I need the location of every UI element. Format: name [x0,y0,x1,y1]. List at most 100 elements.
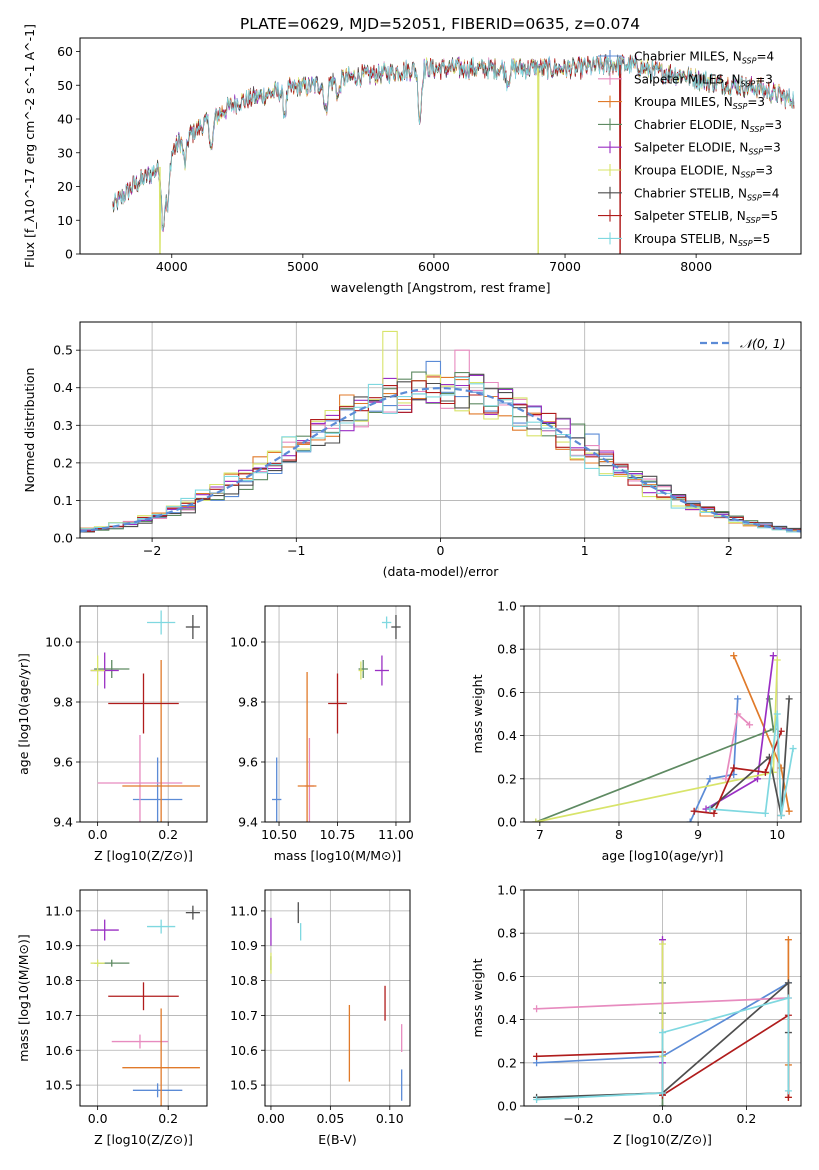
legend-item: 𝒩(0, 1) [700,336,786,351]
y-axis-label: mass weight [470,674,485,753]
legend-label: 𝒩(0, 1) [740,336,786,351]
point-chabrier-miles [132,757,183,822]
weight-marker [706,775,714,783]
weight-marker [734,695,742,703]
plot-area-spectrum [112,53,795,254]
x-axis-label: mass [log10(M/M⊙)] [274,848,402,863]
legend-sub-sub: SSP [733,102,748,111]
x-tick-label: 0.2 [736,1111,756,1126]
y-tick-label: 10.8 [45,973,73,988]
legend-item: Kroupa STELIB, NSSP=5 [598,232,770,248]
y-axis-label: mass weight [470,958,485,1037]
point-kroupa-miles [122,660,200,822]
panel-age_vs_mass: 10.50 10.75 11.00 9.4 9.6 9.8 10.0 mass [log10(… [230,605,414,863]
legend-sub-val: =5 [760,209,778,223]
x-tick-label: 0.0 [653,1111,673,1126]
weight-marker [784,994,792,1002]
legend-label: Kroupa ELODIE, NSSP=3 [634,164,773,180]
legend-item: Kroupa ELODIE, NSSP=3 [598,164,773,180]
point-salpeter-stelib [328,673,347,734]
weight-marker [659,940,666,948]
spectrum-line [112,53,795,254]
point-kroupa-stelib [381,616,392,629]
weight-marker [706,805,714,813]
weight-marker [773,656,781,664]
y-tick-label: 0.0 [497,1099,517,1114]
spectrum-line [112,55,795,231]
y-axis-label: age [log10(age/yr)] [16,653,31,775]
axes-frame [523,605,802,823]
y-tick-label: 0.2 [497,1055,517,1070]
legend-sub-main: N [729,232,738,246]
plot-area-age_vs_Z [90,610,200,822]
point-chabrier-stelib [185,905,200,920]
legend-sub-sub: SSP [738,239,753,248]
y-tick-label: 60 [57,44,73,59]
x-tick-label: −0.2 [563,1111,593,1126]
weight-marker [773,710,781,718]
x-axis-label: Z [log10(Z/Z⊙)] [613,1132,712,1147]
x-tick-label: −2 [143,543,161,558]
y-tick-label: 9.6 [53,755,73,770]
y-tick-label: 0.4 [497,1012,517,1027]
y-tick-label: 30 [57,145,73,160]
weight-marker [785,695,793,703]
y-tick-label: 11.0 [230,903,258,918]
legend-sub-sub: SSP [741,79,756,88]
legend-item: Chabrier STELIB, NSSP=4 [598,186,779,202]
y-tick-label: 0.2 [53,455,73,470]
point-kroupa-miles [122,1008,200,1106]
y-tick-label: 1.0 [497,599,517,614]
histogram-step [80,376,801,534]
legend-sub-val: =4 [762,186,780,200]
point-salpeter-miles [97,735,183,822]
legend-sub-main: N [732,72,741,86]
weight-marker [789,745,797,753]
weight-marker [533,1005,541,1013]
x-tick-label: 1 [581,543,589,558]
legend-sub-sub: SSP [742,57,757,66]
legend-sub-sub: SSP [747,193,762,202]
y-tick-label: 10.5 [45,1078,73,1093]
legend-sub-main: N [724,95,733,109]
x-axis-label: (data-model)/error [383,564,500,579]
x-tick-label: 7000 [549,259,581,274]
weight-marker [761,768,769,776]
panel-weight_vs_Z: −0.2 0.0 0.2 0.0 0.2 0.4 0.6 0.8 1.0 Z [log10(Z/Z… [470,883,802,1147]
y-tick-label: 10.8 [230,973,258,988]
legend-sub-val: =3 [747,95,765,109]
y-tick-label: 10 [57,213,73,228]
y-tick-label: 10.9 [45,938,73,953]
y-tick-label: 10.7 [45,1008,73,1023]
y-tick-label: 0.8 [497,642,517,657]
legend-sub-main: N [737,209,746,223]
legend-label: Salpeter ELODIE, NSSP=3 [634,141,781,157]
x-axis-label: age [log10(age/yr)] [602,848,724,863]
legend-label: Chabrier ELODIE, NSSP=3 [634,118,782,134]
legend-label: Kroupa STELIB, NSSP=5 [634,232,770,248]
gauss-curve [80,386,801,533]
legend-sub-main: N [732,164,741,178]
y-tick-label: 1.0 [497,883,517,898]
plot-area-mass_vs_EBV [270,902,403,1101]
x-tick-label: 11.00 [378,827,414,842]
axes-frame [79,605,208,823]
x-axis-label: Z [log10(Z/Z⊙)] [94,848,193,863]
legend-label: Salpeter STELIB, NSSP=5 [634,209,778,225]
x-axis-label: E(B-V) [318,1132,357,1147]
legend-sub-val: =5 [753,232,771,246]
y-tick-label: 0.6 [497,969,517,984]
legend-sub-val: =3 [763,141,781,155]
x-tick-label: 10 [769,827,785,842]
y-tick-label: 0 [65,247,73,262]
panel-mass_vs_EBV: 0.00 0.05 0.10 10.5 10.6 10.7 10.8 10.9 11.0 E(B-… [230,889,411,1147]
y-tick-label: 0.6 [497,685,517,700]
axes-frame [79,889,208,1107]
legend-sub-sub: SSP [741,171,756,180]
y-tick-label: 10.0 [230,635,258,650]
y-tick-label: 0.5 [53,343,73,358]
x-tick-label: 10.50 [261,827,297,842]
weight-marker [659,1089,666,1097]
point-salpeter-miles [111,1034,169,1049]
